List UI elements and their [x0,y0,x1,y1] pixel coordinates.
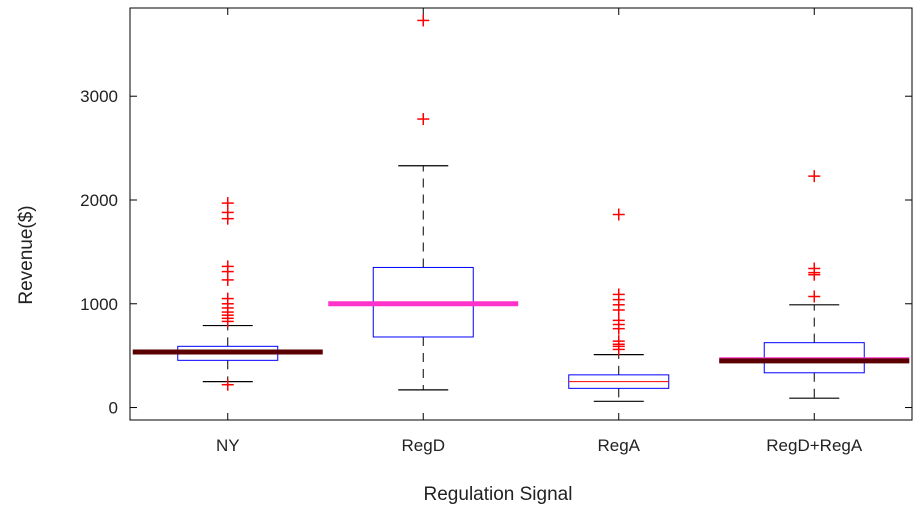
outlier-marker [612,335,625,348]
x-tick-label: RegD [402,436,445,455]
outlier-marker [417,113,430,126]
outlier-marker [612,208,625,221]
outlier-marker [612,288,625,301]
outlier-marker [808,290,821,303]
outlier-marker [221,197,234,210]
outlier-marker [221,260,234,273]
box-group [568,208,670,402]
x-tick-label: RegD+RegA [766,436,863,455]
y-axis-title: Revenue($) [16,205,37,304]
x-tick-label: NY [216,436,240,455]
outlier-marker [221,378,234,391]
outlier-marker [808,262,821,275]
plot-area: 0 1000 2000 3000 NY RegD RegA RegD+RegA [80,7,913,455]
x-tick-label: RegA [597,436,640,455]
y-tick-label: 0 [109,399,118,418]
outlier-marker [808,170,821,183]
x-axis-title: Regulation Signal [424,484,573,505]
y-tick-label: 3000 [80,87,118,106]
plot-frame [129,7,913,421]
box-group [177,197,279,391]
box-group [763,170,865,399]
outlier-marker [417,14,430,27]
y-tick-label: 1000 [80,295,118,314]
outlier-marker [612,314,625,327]
box-group [372,14,474,391]
outlier-marker [221,292,234,305]
y-tick-label: 2000 [80,191,118,210]
